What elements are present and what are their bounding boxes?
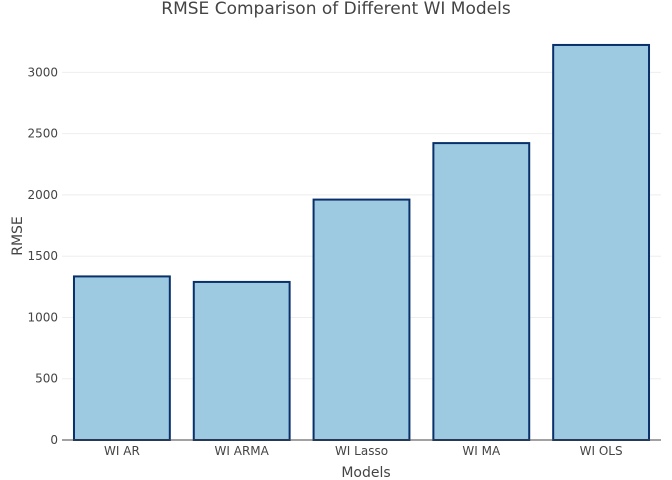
- y-tick-label: 3000: [27, 65, 58, 79]
- y-tick-label: 1500: [27, 249, 58, 263]
- y-tick-label: 0: [50, 433, 58, 447]
- y-tick-label: 2500: [27, 127, 58, 141]
- bars: [72, 43, 651, 442]
- x-tick-label: WI AR: [104, 444, 140, 458]
- x-tick-label: WI Lasso: [335, 444, 388, 458]
- x-tick-label: WI OLS: [580, 444, 623, 458]
- bar: [72, 275, 171, 442]
- x-tick-label: WI ARMA: [215, 444, 270, 458]
- y-axis-label: RMSE: [10, 216, 26, 256]
- x-tick-labels: WI AR WI ARMA WI Lasso WI MA WI OLS: [104, 444, 623, 458]
- y-tick-label: 500: [35, 372, 58, 386]
- y-tick-label: 1000: [27, 310, 58, 324]
- y-tick-labels: 0 500 1000 1500 2000 2500 3000: [27, 65, 58, 447]
- chart-title: RMSE Comparison of Different WI Models: [161, 0, 511, 19]
- bar: [192, 280, 291, 441]
- bar: [312, 198, 411, 441]
- x-axis-label: Models: [341, 465, 390, 480]
- bar: [552, 43, 651, 442]
- bar: [432, 142, 531, 441]
- x-tick-label: WI MA: [462, 444, 501, 458]
- y-tick-label: 2000: [27, 188, 58, 202]
